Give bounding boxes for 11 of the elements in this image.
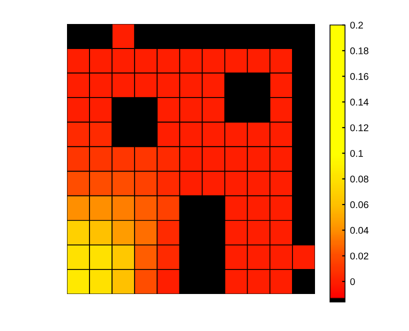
- color-bar-label: 0.06: [350, 201, 368, 208]
- color-bar-label: 0.18: [350, 47, 368, 54]
- color-bar-label: 0: [350, 278, 355, 286]
- color-bar-label: 0.14: [350, 98, 368, 106]
- color-bar-label: 0.16: [350, 73, 368, 80]
- color-bar-label: 0.2: [350, 22, 363, 29]
- color-bar-label: 0.08: [350, 176, 368, 183]
- color-bar-label: 0.12: [350, 124, 368, 132]
- color-bar-label: 0.1: [350, 150, 363, 157]
- color-bar-label: 0.02: [350, 252, 368, 260]
- color-bar-label: 0.04: [350, 226, 368, 234]
